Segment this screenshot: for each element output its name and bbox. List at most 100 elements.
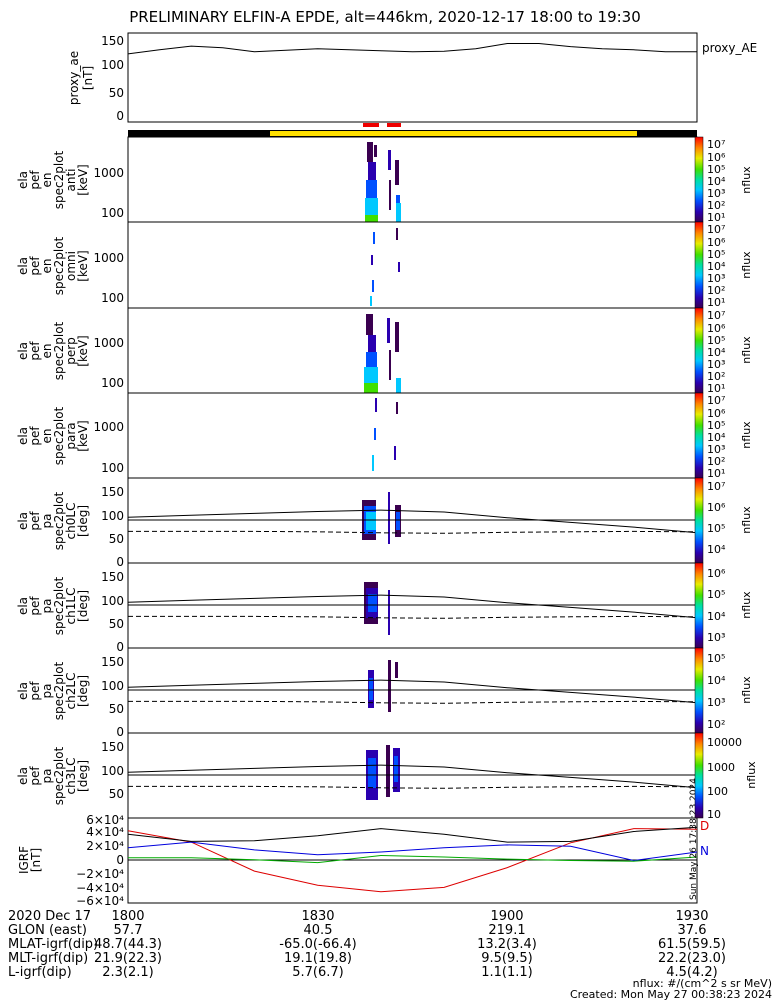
- tick-label: 2×10⁴: [86, 839, 124, 853]
- igrf-series-d-line: [127, 828, 698, 893]
- colorbar-tick: 10⁵: [707, 652, 725, 665]
- colorbar-tick: 10⁷: [707, 309, 725, 322]
- spectrogram-cell: [394, 756, 398, 782]
- ylabel-line: [nT]: [29, 848, 43, 872]
- ylabel-line: ch0LC: [64, 503, 78, 540]
- ylabel-line: IGRF: [17, 846, 31, 874]
- colorbar-tick: 10⁷: [707, 394, 725, 407]
- ylabel-line: en: [40, 173, 54, 188]
- colorbar-tick: 10⁶: [707, 567, 726, 580]
- colorbar-tick: 10³: [707, 187, 725, 200]
- panel-pa-ch0: ela pef pa spec2plot ch0LC [deg] 150 100…: [16, 477, 698, 569]
- colorbar-tick: 10⁷: [707, 480, 725, 493]
- loss-cone-solid-line: [127, 679, 698, 704]
- tick-label: 0: [116, 555, 124, 569]
- zone-marker-red: [363, 123, 379, 127]
- spectrogram-cell: [368, 594, 377, 612]
- colorbar-tick: 10⁷: [707, 223, 725, 236]
- ylabel-line: pef: [28, 511, 42, 531]
- spectrogram-cell: [364, 383, 378, 393]
- ylabel-line: ela: [16, 597, 30, 615]
- panel-igrf: IGRF [nT] 6×10⁴ 4×10⁴ 2×10⁴ 0 −2×10⁴ −4×…: [17, 778, 709, 908]
- ylabel-line: spec2plot: [52, 576, 66, 635]
- spectrogram-cell: [396, 228, 398, 240]
- colorbar-tick: 10⁴: [707, 543, 726, 556]
- ylabel-line: spec2plot: [52, 321, 66, 380]
- spectrogram-cell: [364, 367, 378, 383]
- colorbar-tick: 10⁴: [707, 610, 726, 623]
- units-note: nflux: #/(cm^2 s sr MeV): [633, 977, 772, 990]
- spectrogram-cell: [368, 162, 376, 180]
- colorbar-tick: 10³: [707, 272, 725, 285]
- igrf-legend-d: D: [700, 819, 709, 833]
- tick-label: 100: [101, 461, 124, 475]
- panel-en-omni: ela pef en spec2plot omni [keV] 1000 100: [16, 221, 698, 309]
- ylabel-line: anti: [64, 169, 78, 192]
- ylabel-line: [keV]: [76, 250, 90, 281]
- ylabel-line: pef: [28, 596, 42, 616]
- spectrogram-cell: [396, 195, 400, 203]
- spectrogram-cell: [396, 512, 400, 530]
- ylabel-line: [deg]: [76, 760, 90, 792]
- colorbar-tick: 10¹: [707, 382, 725, 395]
- spectrogram-cell: [395, 662, 398, 678]
- ylabel-line: ela: [16, 257, 30, 275]
- ylabel-line: ela: [16, 767, 30, 785]
- spectrogram-cell: [370, 296, 372, 306]
- spectrogram-cell: [367, 142, 373, 162]
- spectrogram-cell: [374, 145, 377, 157]
- colorbar-tick: 10⁵: [707, 248, 725, 261]
- footer-value: 40.5: [304, 923, 333, 938]
- igrf-series-n-line: [127, 841, 698, 862]
- tick-label: 1000: [93, 420, 124, 434]
- energy-spectrogram-panels: ela pef en spec2plot anti [keV] 1000 100…: [16, 136, 698, 479]
- spectrogram-cell: [374, 428, 376, 440]
- spectrogram-cell: [368, 335, 376, 352]
- panel-en-para: ela pef en spec2plot para [keV] 1000 100: [16, 392, 698, 479]
- spectrogram-cell: [388, 660, 391, 712]
- tick-label: 100: [101, 291, 124, 305]
- colorbar-tick: 10⁵: [707, 522, 725, 535]
- panel-frame: [127, 307, 698, 394]
- tick-label: 50: [109, 86, 124, 100]
- ylabel-line: [keV]: [76, 420, 90, 451]
- ylabel-line: pef: [28, 426, 42, 446]
- spectrogram-cell: [371, 255, 373, 265]
- loss-cone-dashed-line: [128, 785, 698, 789]
- spectrogram-cell: [386, 745, 390, 797]
- colorbar-tick: 10⁴: [707, 431, 726, 444]
- colorbar: [694, 136, 704, 223]
- ylabel-line: en: [40, 429, 54, 444]
- colorbar-tick: 10²: [707, 284, 725, 297]
- ylabel-line: pa: [40, 514, 54, 529]
- colorbar: [694, 647, 704, 734]
- footer-value: 1830: [301, 909, 334, 924]
- igrf-series-e-line: [128, 854, 698, 864]
- panel-pa-ch2: ela pef pa spec2plot ch2LC [deg] 150 100…: [16, 647, 698, 739]
- ylabel-line: pef: [28, 681, 42, 701]
- ylabel-line: pef: [28, 766, 42, 786]
- tick-label: 150: [101, 485, 124, 499]
- colorbar-tick: 10¹: [707, 467, 725, 480]
- colorbar-label: nflux: [740, 251, 753, 279]
- ylabel-line: spec2plot: [52, 491, 66, 550]
- footer-value: 2.3(2.1): [102, 965, 154, 980]
- footer-value: 1.1(1.1): [481, 965, 533, 980]
- tick-label: 100: [101, 509, 124, 523]
- colorbar-tick: 10¹: [707, 296, 725, 309]
- colorbar-tick: 10⁵: [707, 334, 725, 347]
- loss-cone-solid-line: [127, 509, 698, 534]
- colorbar: [694, 392, 704, 479]
- ylabel-line: [keV]: [76, 164, 90, 195]
- colorbar-tick: 10000: [707, 736, 742, 749]
- tick-label: 150: [101, 570, 124, 584]
- footer-value: 21.9(22.3): [94, 951, 162, 966]
- colorbar-tick: 100: [707, 785, 728, 798]
- ylabel-line: pef: [28, 341, 42, 361]
- ylabel-line: omni: [64, 251, 78, 281]
- ylabel-line: ch2LC: [64, 673, 78, 710]
- panel-en-perp: ela pef en spec2plot perp [keV] 1000 100: [16, 307, 698, 394]
- tick-label: 6×10⁴: [86, 813, 124, 827]
- panel-frame: [127, 32, 698, 123]
- colorbar-label: nflux: [740, 591, 753, 619]
